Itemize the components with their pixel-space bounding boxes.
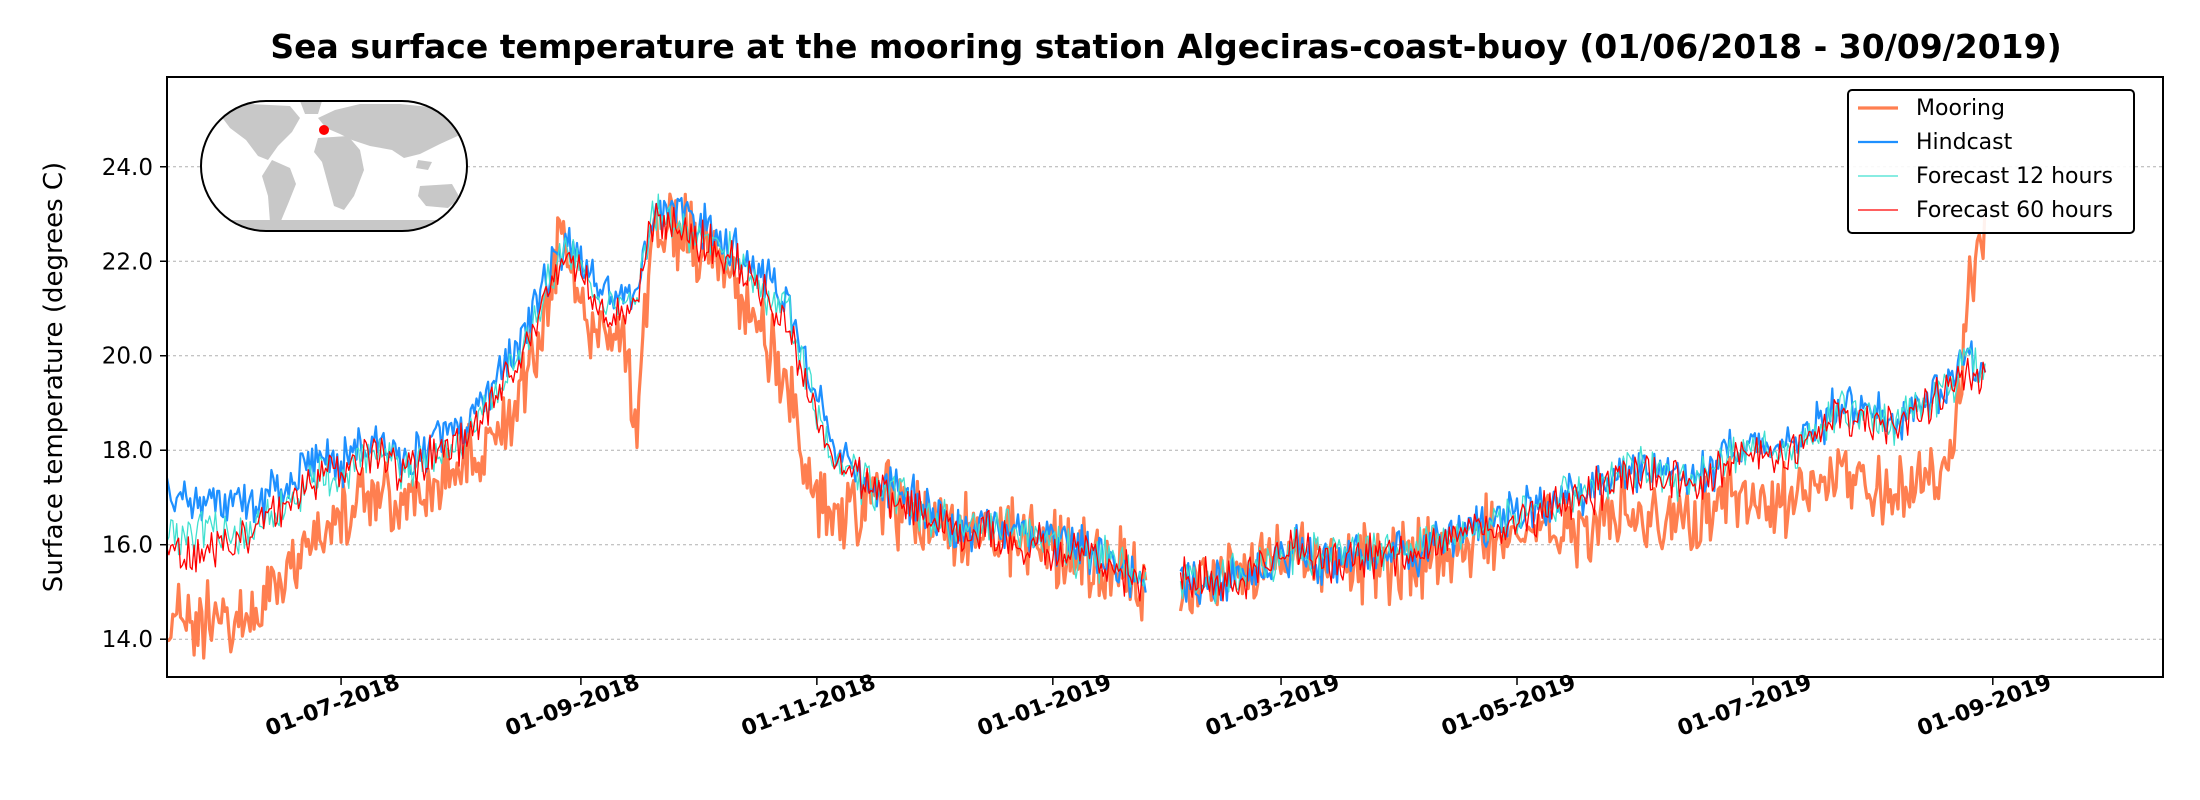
legend-label: Forecast 12 hours	[1916, 164, 2113, 189]
plot-frame	[166, 76, 2164, 678]
y-tick-label: 14.0	[102, 627, 153, 653]
legend: Mooring Hindcast Forecast 12 hours Forecast…	[1847, 89, 2135, 234]
legend-label: Mooring	[1916, 96, 2005, 121]
x-tick-label: 01-07-2018	[262, 670, 403, 742]
x-tick-label: 01-11-2018	[738, 670, 879, 742]
y-tick-label: 22.0	[102, 249, 153, 275]
y-tick-label: 24.0	[102, 155, 153, 181]
series-layer	[167, 192, 1987, 660]
x-tick-label: 01-09-2018	[502, 670, 643, 742]
x-tick-label: 01-09-2019	[1914, 670, 2055, 742]
y-axis-label: Surface temperature (degrees C)	[39, 162, 69, 592]
legend-label: Forecast 60 hours	[1916, 198, 2113, 223]
series-line-forecast-60-hours	[167, 202, 1986, 602]
station-marker	[319, 125, 329, 135]
y-axis-ticks: 14.0 16.0 18.0 20.0 22.0 24.0	[102, 155, 167, 653]
world-map-inset	[200, 100, 468, 232]
x-tick-label: 01-03-2019	[1202, 670, 1343, 742]
gridlines	[167, 166, 2163, 640]
x-tick-label: 01-01-2019	[974, 670, 1115, 742]
x-tick-label: 01-07-2019	[1674, 670, 1815, 742]
y-tick-label: 18.0	[102, 438, 153, 464]
x-tick-label: 01-05-2019	[1438, 670, 1579, 742]
legend-box	[1847, 89, 2135, 234]
legend-label: Hindcast	[1916, 130, 2013, 155]
series-line-forecast-12-hours	[167, 193, 1986, 605]
legend-entries: Mooring Hindcast Forecast 12 hours Forecast…	[1858, 96, 2113, 223]
globe-outline	[200, 100, 468, 232]
y-tick-label: 16.0	[102, 533, 153, 559]
y-tick-label: 20.0	[102, 344, 153, 370]
chart-title: Sea surface temperature at the mooring s…	[270, 27, 2061, 66]
x-axis-ticks: 01-07-2018 01-09-2018 01-11-2018 01-01-2019…	[262, 670, 2055, 742]
